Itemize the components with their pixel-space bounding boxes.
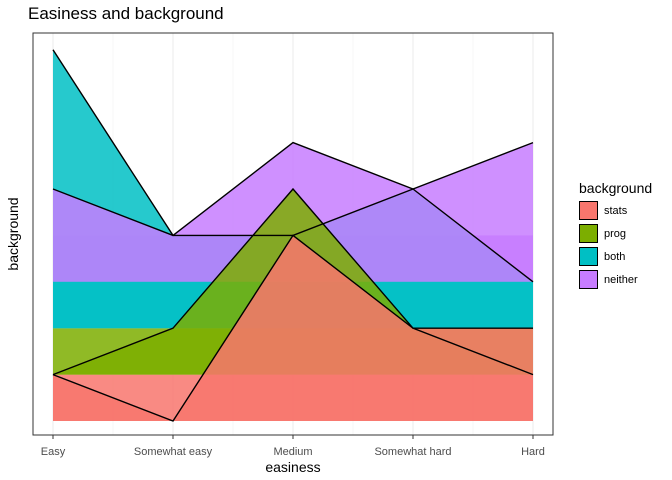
x-axis-title: easiness	[265, 459, 320, 475]
area-stats	[53, 235, 533, 421]
chart-title: Easiness and background	[28, 4, 224, 23]
line-neither	[52, 141, 534, 237]
x-tick-label: Easy	[41, 446, 66, 458]
legend-label: both	[604, 250, 626, 263]
legend-items: stats prog both neither	[579, 199, 652, 291]
x-axis-tick-labels: Easy Somewhat easy Medium Somewhat hard Hard	[41, 446, 545, 458]
legend-item-stats: stats	[579, 199, 652, 222]
area-outlines	[52, 49, 534, 422]
line-prog	[52, 187, 534, 376]
x-tick-label: Hard	[521, 446, 545, 458]
legend-label: stats	[604, 204, 628, 217]
legend-key-stats	[579, 201, 598, 220]
legend-item-both: both	[579, 245, 652, 268]
legend-item-neither: neither	[579, 268, 652, 291]
legend-key-both	[579, 247, 598, 266]
x-tick-label: Somewhat hard	[374, 446, 451, 458]
legend-key-prog	[579, 224, 598, 243]
legend-key-neither	[579, 270, 598, 289]
legend-label: neither	[604, 273, 638, 286]
x-axis-ticks	[52, 435, 534, 439]
legend-label: prog	[604, 227, 627, 240]
legend-title: background	[579, 180, 653, 196]
line-stats	[52, 234, 533, 422]
legend: background stats prog both neither	[579, 180, 652, 291]
area-bands	[53, 49, 533, 421]
y-axis-title: background	[5, 197, 21, 270]
legend-item-prog: prog	[579, 222, 652, 245]
x-tick-label: Medium	[273, 446, 312, 458]
x-tick-label: Somewhat easy	[134, 446, 213, 458]
